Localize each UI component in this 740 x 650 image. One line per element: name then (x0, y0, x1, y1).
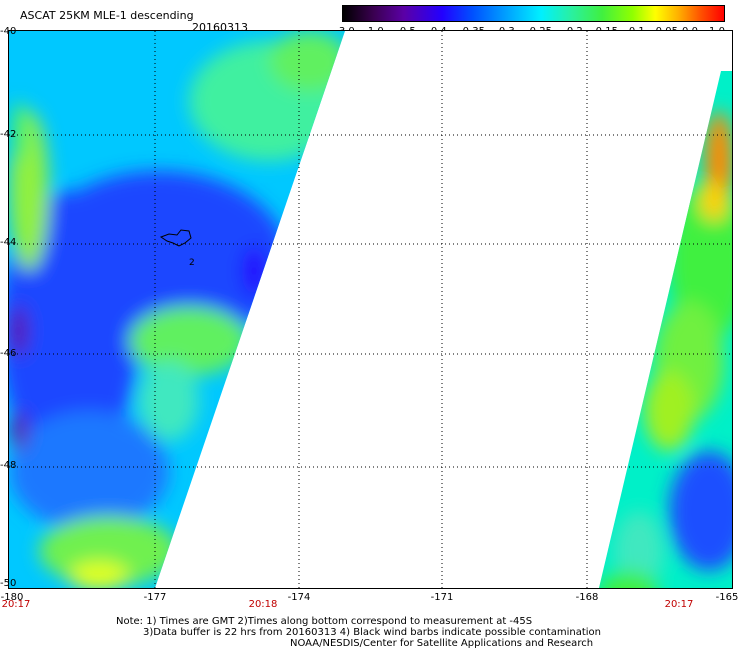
left-swath (9, 31, 345, 588)
product-title: ASCAT 25KM MLE-1 descending (20, 9, 194, 22)
lat-label: -48 (0, 460, 17, 471)
lon-label: -180 (0, 592, 24, 603)
lon-label: -165 (715, 592, 739, 603)
lon-label: -171 (430, 592, 454, 603)
lat-label: -50 (0, 578, 17, 589)
lat-label: -44 (0, 237, 17, 248)
time-label: 20:17 (1, 599, 31, 610)
lat-label: -42 (0, 129, 17, 140)
right-swath (599, 71, 732, 588)
lon-label: -174 (287, 592, 311, 603)
color-scale-bar (342, 5, 725, 22)
island-outline (159, 229, 192, 247)
lon-label: -168 (575, 592, 599, 603)
island-label: 2 (189, 258, 195, 268)
wind-field-map: 2 (9, 31, 732, 588)
lat-label: -40 (0, 26, 17, 37)
graticule (9, 31, 732, 588)
credit-line: NOAA/NESDIS/Center for Satellite Applica… (290, 638, 594, 649)
time-label: 20:18 (248, 599, 278, 610)
footnote-line-1: Note: 1) Times are GMT 2)Times along bot… (116, 616, 533, 627)
lat-label: -46 (0, 348, 17, 359)
lon-label: -177 (143, 592, 167, 603)
time-label: 20:17 (664, 599, 694, 610)
map-plot-area: 2 (8, 30, 733, 589)
footnote-line-2: 3)Data buffer is 22 hrs from 20160313 4)… (143, 627, 601, 638)
